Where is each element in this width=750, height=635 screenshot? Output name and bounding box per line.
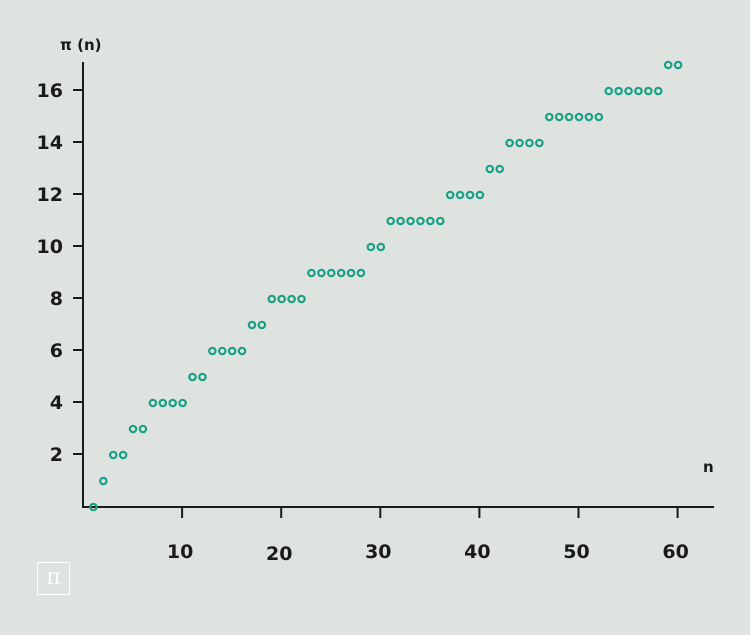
data-point [237, 346, 247, 356]
data-point [178, 398, 187, 408]
data-point [416, 216, 425, 226]
data-point [396, 216, 405, 226]
data-point [594, 112, 604, 122]
data-point [554, 112, 564, 122]
data-point [168, 398, 177, 408]
data-point [406, 216, 415, 226]
data-point [366, 242, 376, 252]
data-point [356, 268, 366, 278]
y-tick-label: 14 [37, 132, 63, 154]
data-point [108, 450, 118, 460]
axis-ticks: 10 20 30 40 50 60 2 4 6 8 10 12 14 16 [37, 80, 689, 565]
y-tick-label: 16 [37, 80, 63, 102]
x-tick-label: 30 [365, 541, 391, 563]
data-point [247, 320, 257, 330]
data-point [307, 268, 316, 278]
y-tick-label: 10 [37, 236, 63, 258]
data-point [217, 346, 227, 356]
data-point [515, 138, 524, 148]
data-point [614, 86, 623, 96]
data-points [89, 60, 683, 512]
data-point [604, 86, 614, 96]
data-point [158, 398, 168, 408]
data-point [128, 424, 138, 434]
data-point [525, 138, 534, 148]
data-point [574, 112, 584, 122]
data-point [495, 164, 505, 174]
x-tick-label: 20 [266, 543, 292, 565]
x-tick-label: 10 [167, 541, 193, 563]
data-point [208, 346, 217, 356]
data-point [673, 60, 683, 70]
data-point [485, 164, 495, 174]
y-tick-label: 12 [37, 184, 63, 206]
data-point [99, 476, 108, 486]
data-point [455, 190, 465, 200]
y-tick-label: 4 [50, 392, 63, 414]
data-point [277, 294, 287, 304]
data-point [138, 424, 148, 434]
data-point [287, 294, 296, 304]
data-point [326, 268, 336, 278]
data-point [663, 60, 673, 70]
data-point [198, 372, 207, 382]
data-point [148, 398, 158, 408]
data-point [89, 502, 98, 512]
y-tick-label: 8 [50, 288, 63, 310]
data-point [317, 268, 326, 278]
y-tick-label: 2 [50, 444, 63, 466]
data-point [584, 112, 594, 122]
x-tick-label: 40 [464, 541, 490, 563]
data-point [386, 216, 396, 226]
data-point [346, 268, 356, 278]
data-point [267, 294, 277, 304]
data-point [564, 112, 574, 122]
data-point [505, 138, 514, 148]
data-point [465, 190, 475, 200]
data-point [227, 346, 237, 356]
data-point [653, 86, 663, 96]
y-axis-title: π (n) [60, 36, 101, 54]
data-point [336, 268, 346, 278]
data-point [634, 86, 643, 96]
data-point [426, 216, 435, 226]
data-point [376, 242, 386, 252]
data-point [535, 138, 544, 148]
data-point [188, 372, 197, 382]
data-point [435, 216, 445, 226]
x-axis-title: n [703, 458, 714, 476]
data-point [644, 86, 653, 96]
data-point [624, 86, 633, 96]
data-point [257, 320, 267, 330]
data-point [445, 190, 455, 200]
x-tick-label: 60 [662, 541, 688, 563]
data-point [475, 190, 485, 200]
data-point [118, 450, 128, 460]
pi-logo-icon: π [37, 562, 70, 595]
data-point [544, 112, 554, 122]
data-point [297, 294, 306, 304]
x-tick-label: 50 [563, 541, 589, 563]
y-tick-label: 6 [50, 340, 63, 362]
